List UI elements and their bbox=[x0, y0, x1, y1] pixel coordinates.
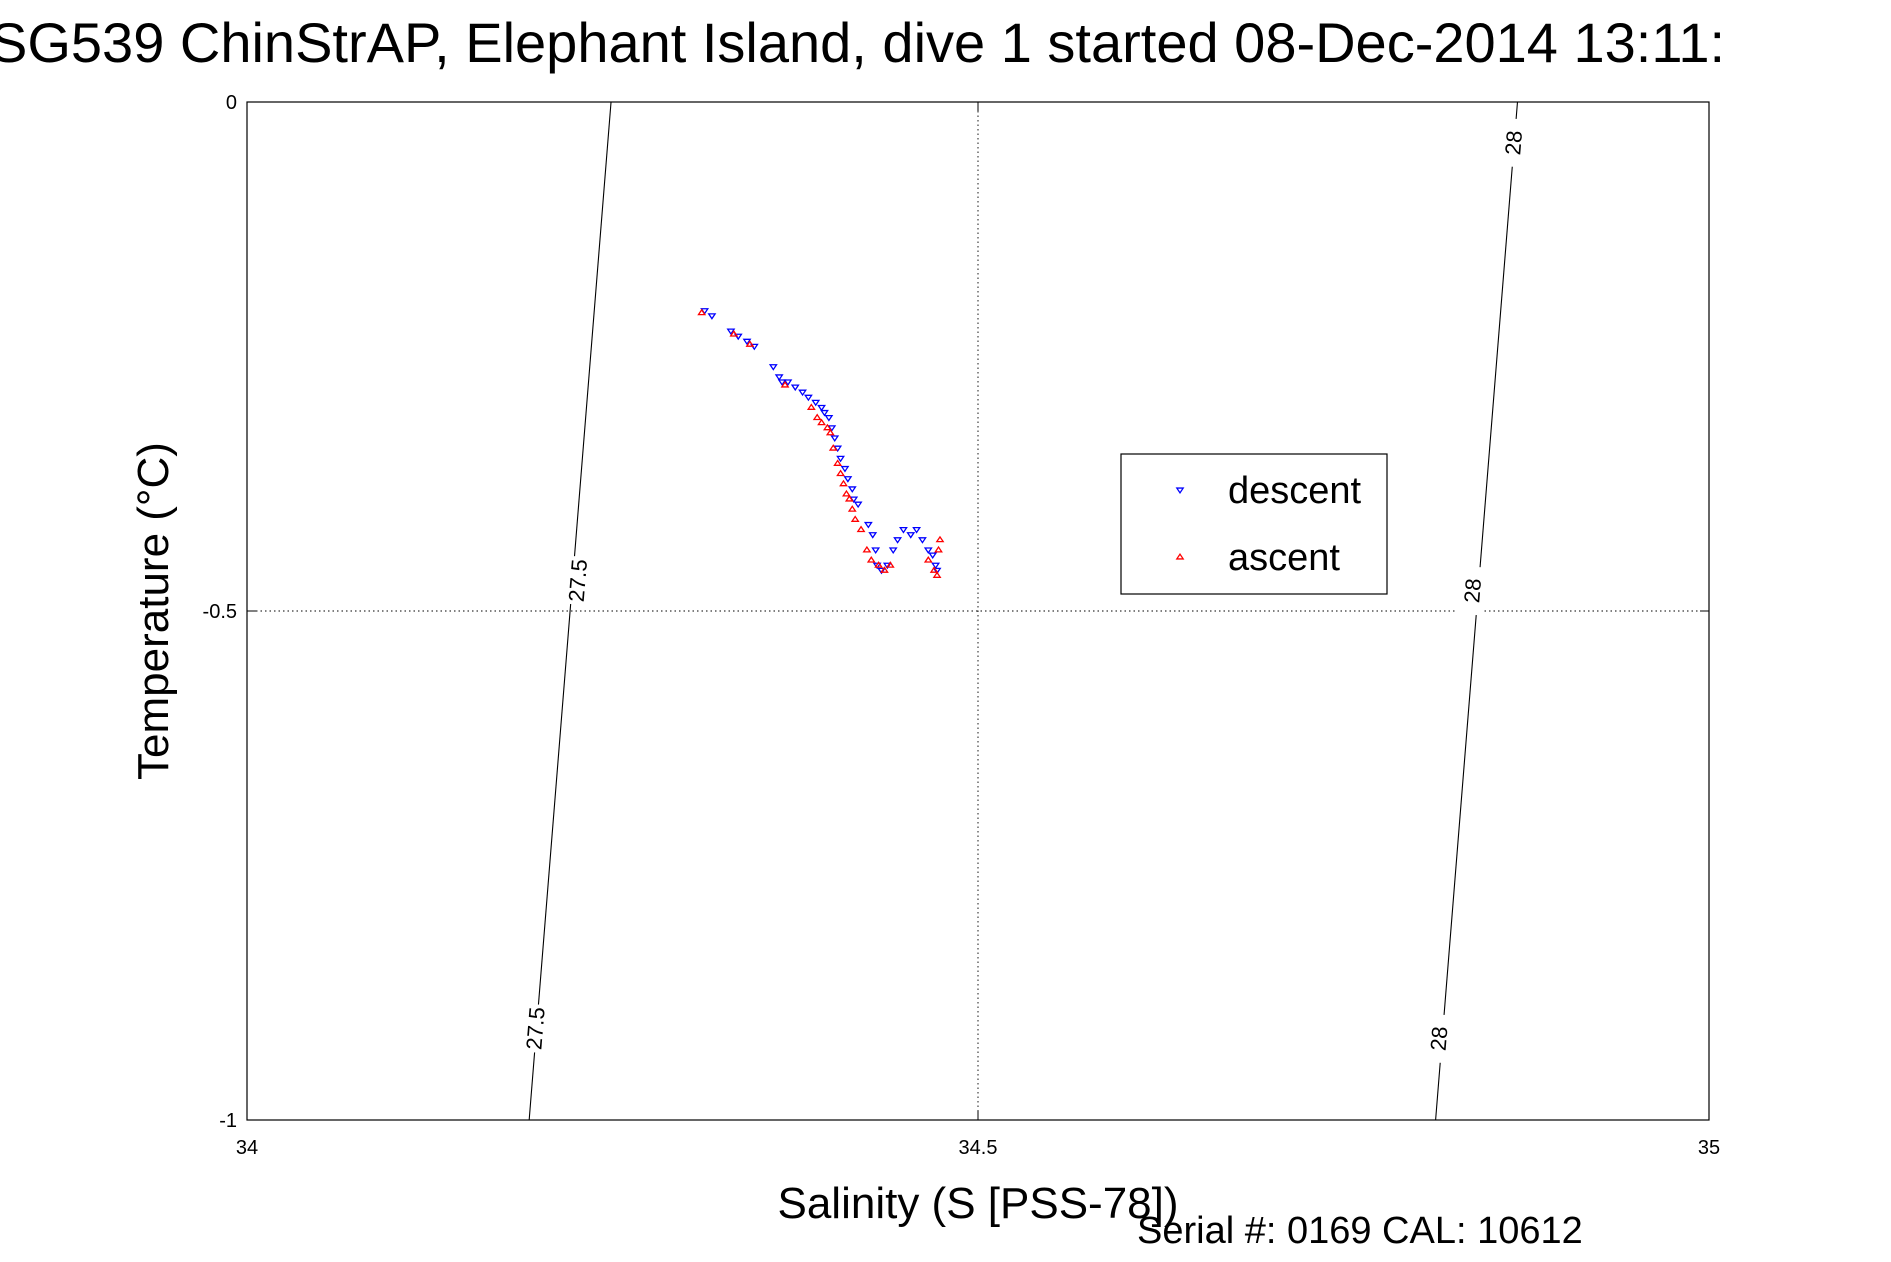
descent-point bbox=[840, 465, 850, 473]
descent-point bbox=[824, 415, 834, 422]
contour-label: 27.5 bbox=[564, 558, 592, 603]
legend: descent ascent bbox=[1120, 453, 1388, 595]
descent-point bbox=[931, 562, 941, 570]
descent-point bbox=[871, 547, 881, 554]
ascent-point bbox=[833, 459, 843, 466]
descent-point bbox=[843, 476, 853, 483]
contour-label-gap bbox=[520, 1003, 550, 1054]
y-tick-label: 0 bbox=[226, 92, 237, 114]
series-descent bbox=[700, 308, 942, 575]
y-tick-label: -0.5 bbox=[203, 601, 237, 623]
ascent-point bbox=[806, 403, 816, 410]
descent-point bbox=[817, 404, 826, 412]
plot-area: 27.5 27.5 28 28 28 34 34.5 35 0 -0.5 -1 bbox=[203, 92, 1721, 1159]
descent-point bbox=[912, 526, 922, 534]
descent-point bbox=[872, 562, 882, 570]
descent-point bbox=[836, 455, 845, 463]
descent-point bbox=[847, 486, 857, 493]
descent-point bbox=[820, 409, 829, 417]
ascent-point bbox=[874, 561, 883, 568]
descent-point bbox=[774, 374, 784, 381]
serial-cal-footer: Serial #: 0169 CAL: 10612 bbox=[1137, 1210, 1583, 1252]
descent-point bbox=[707, 313, 717, 320]
ascent-point bbox=[885, 561, 895, 568]
ascent-point bbox=[836, 469, 845, 477]
legend-marker-descent bbox=[1175, 487, 1185, 495]
axis-ticks: 34 34.5 35 0 -0.5 -1 bbox=[203, 92, 1721, 1159]
descent-point bbox=[768, 364, 778, 371]
ascent-point bbox=[697, 308, 707, 316]
legend-label-ascent: ascent bbox=[1228, 537, 1340, 579]
descent-point bbox=[893, 537, 903, 544]
ascent-point bbox=[923, 556, 933, 563]
ascent-point bbox=[866, 556, 876, 563]
ascent-point bbox=[817, 418, 826, 426]
ascent-point bbox=[929, 566, 939, 573]
x-tick-label: 35 bbox=[1698, 1137, 1720, 1159]
descent-point bbox=[882, 562, 892, 570]
ascent-point bbox=[932, 571, 942, 578]
x-tick-label: 34.5 bbox=[959, 1137, 998, 1159]
descent-point bbox=[790, 384, 800, 392]
x-tick-label: 34 bbox=[236, 1137, 258, 1159]
y-tick-label: -1 bbox=[219, 1110, 237, 1132]
descent-point bbox=[877, 567, 886, 575]
descent-point bbox=[923, 547, 933, 554]
isopycnal-contours: 27.5 27.5 28 28 28 bbox=[520, 101, 1528, 1121]
contour-label-gap bbox=[562, 555, 593, 606]
ascent-point bbox=[880, 566, 889, 573]
contour-label: 28 bbox=[1459, 577, 1486, 603]
ascent-point bbox=[844, 494, 854, 502]
contour-label-gap bbox=[1498, 117, 1528, 168]
descent-point bbox=[777, 379, 787, 387]
x-axis-label: Salinity (S [PSS-78]) bbox=[777, 1179, 1178, 1228]
contour-label: 28 bbox=[1426, 1025, 1453, 1051]
descent-point bbox=[928, 552, 938, 560]
contour-label: 28 bbox=[1500, 130, 1527, 156]
ascent-point bbox=[935, 535, 945, 543]
contour-label-gap bbox=[1423, 1013, 1454, 1064]
descent-point bbox=[853, 501, 863, 509]
ascent-point bbox=[780, 380, 790, 388]
ascent-point bbox=[850, 515, 860, 522]
descent-point bbox=[899, 526, 908, 534]
descent-point bbox=[726, 328, 736, 336]
descent-point bbox=[918, 537, 927, 544]
ascent-point bbox=[862, 545, 872, 553]
contour-label: 27.5 bbox=[521, 1006, 549, 1051]
ascent-point bbox=[812, 413, 822, 421]
ascent-point bbox=[934, 545, 943, 553]
ascent-point bbox=[825, 428, 835, 436]
series-ascent bbox=[697, 308, 945, 578]
descent-point bbox=[803, 394, 813, 402]
ascent-point bbox=[822, 423, 832, 431]
legend-label-descent: descent bbox=[1228, 470, 1362, 512]
ascent-point bbox=[729, 330, 739, 337]
ascent-point bbox=[847, 505, 857, 512]
ascent-point bbox=[839, 479, 848, 487]
descent-point bbox=[811, 399, 821, 407]
descent-point bbox=[888, 547, 898, 554]
descent-point bbox=[742, 338, 752, 346]
contour-label-gap bbox=[1457, 565, 1488, 616]
legend-marker-ascent bbox=[1175, 552, 1185, 560]
ascent-point bbox=[828, 444, 838, 451]
chart-title: SG539 ChinStrAP, Elephant Island, dive 1… bbox=[0, 11, 1725, 74]
descent-point bbox=[798, 389, 807, 397]
descent-point bbox=[863, 521, 873, 529]
descent-point bbox=[830, 435, 840, 442]
descent-point bbox=[906, 532, 916, 539]
y-axis-label: Temperature (°C) bbox=[129, 442, 178, 780]
descent-point bbox=[868, 532, 878, 539]
ascent-point bbox=[856, 525, 866, 533]
descent-point bbox=[932, 567, 942, 575]
legend-box bbox=[1120, 453, 1388, 595]
descent-point bbox=[783, 379, 793, 387]
ascent-point bbox=[745, 340, 755, 347]
isopycnal-line bbox=[528, 101, 612, 1121]
data-series bbox=[697, 308, 945, 578]
ascent-point bbox=[842, 489, 851, 497]
